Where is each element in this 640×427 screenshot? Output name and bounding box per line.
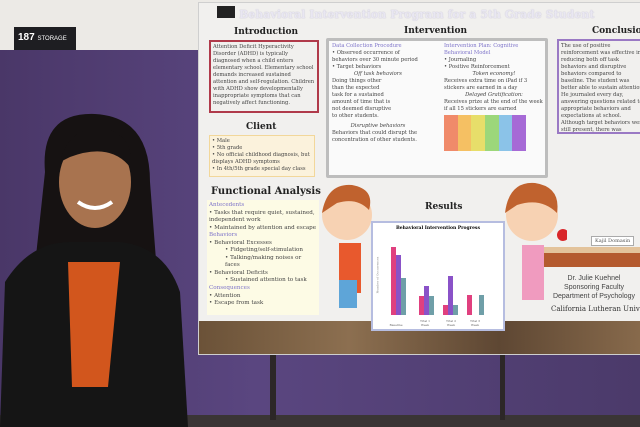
- list-item: 5th grade: [216, 145, 243, 152]
- list-item: Journaling: [448, 57, 477, 64]
- chart-ylabel: Number of Occurrences: [375, 256, 380, 294]
- token-label: Token economy!: [472, 71, 516, 78]
- bar: [419, 296, 424, 315]
- list-item: Behavioral Excesses: [214, 239, 272, 246]
- name-tag: Kajil Domasin: [591, 236, 635, 246]
- desk-top: [544, 247, 640, 253]
- x-tick: Trial 1 Week: [419, 319, 430, 327]
- list-item: No official childhood diagnosis, but dis…: [212, 152, 310, 166]
- credit-line: Department of Psychology: [552, 293, 636, 301]
- disruptive-text: Behaviors that could disrupt the concent…: [332, 130, 418, 144]
- list-item: Sustained attention to task: [230, 277, 307, 284]
- introduction-text: Attention Deficit Hyperactivity Disorder…: [209, 40, 319, 113]
- x-tick: Trial 2 Week: [445, 319, 456, 327]
- bar: [467, 295, 472, 315]
- bar: [443, 305, 448, 315]
- bar: [424, 286, 429, 315]
- results-heading: Results: [425, 202, 463, 212]
- antecedents-label: Antecedents: [209, 202, 245, 208]
- sticker-chart: [444, 115, 527, 152]
- list-item: Tasks that require quiet, sustained, ind…: [209, 209, 315, 224]
- list-item: Attention: [214, 292, 241, 299]
- university-logo: [217, 6, 235, 18]
- bar: [479, 295, 484, 315]
- bar: [396, 255, 401, 315]
- list-item: Behavioral Deficits: [214, 269, 268, 276]
- client-list: • Male • 5th grade • No official childho…: [209, 135, 315, 177]
- disruptive-label: Disruptive behaviors: [350, 123, 406, 130]
- list-item: Male: [216, 138, 230, 144]
- off-task-label: Off task behaviors: [354, 71, 402, 78]
- results-chart: Behavioral Intervention Progress Number …: [371, 221, 505, 331]
- x-tick: Baseline: [389, 323, 403, 327]
- intervention-panel: Data Collection Procedure • Observed occ…: [326, 38, 548, 178]
- introduction-heading: Introduction: [234, 27, 299, 37]
- delayed-text: Receives prize at the end of the week if…: [444, 99, 543, 113]
- behaviors-label: Behaviors: [209, 232, 238, 239]
- data-collection-label: Data Collection Procedure: [332, 43, 402, 49]
- off-task-text: Doing things other than the expected tas…: [332, 78, 392, 120]
- delayed-label: Delayed Gratification:: [465, 92, 523, 99]
- bar: [448, 276, 453, 315]
- room-sign: 187 STORAGE: [14, 27, 76, 50]
- easel-leg: [270, 350, 276, 420]
- list-item: Observed occurrence of behaviors over 30…: [332, 50, 418, 64]
- bar: [429, 296, 434, 315]
- list-item: In 4th/5th grade special day class: [216, 166, 306, 173]
- sign-label: STORAGE: [37, 36, 67, 42]
- university-name: California Lutheran University: [551, 305, 640, 313]
- credit-line: Sponsoring Faculty: [564, 284, 624, 292]
- presenter-person: [0, 113, 188, 427]
- list-item: Positive Reinforcement: [448, 64, 510, 71]
- token-text: Receives extra time on iPad if 3 sticker…: [444, 78, 528, 92]
- credits: Dr. Julie Kuehnel Sponsoring Faculty Depar…: [549, 273, 639, 303]
- list-item: Target behaviors: [336, 64, 382, 71]
- cartoon-girl: [505, 182, 567, 300]
- conclusion-text: The use of positive reinforcement was ef…: [557, 39, 640, 134]
- bar: [391, 247, 396, 315]
- consequences-label: Consequences: [209, 285, 250, 292]
- credit-line: Dr. Julie Kuehnel: [567, 275, 621, 282]
- list-item: Escape from task: [214, 300, 264, 307]
- poster-title: Behavioral Intervention Program for a 5t…: [239, 8, 595, 21]
- chart-title: Behavioral Intervention Progress: [395, 226, 480, 231]
- list-item: Fidgeting/self-stimulation: [230, 247, 304, 254]
- list-item: Talking/making noises or faces: [225, 254, 302, 269]
- functional-analysis-list: Antecedents • Tasks that require quiet, …: [207, 200, 319, 315]
- list-item: Maintained by attention and escape: [214, 224, 317, 231]
- research-poster: Behavioral Intervention Program for a 5t…: [198, 2, 640, 355]
- plan-label: Intervention Plan: Cognitive Behavioral …: [444, 43, 519, 57]
- conclusion-heading: Conclusion: [592, 26, 640, 36]
- functional-analysis-heading: Functional Analysis: [211, 186, 321, 197]
- intervention-heading: Intervention: [404, 26, 467, 36]
- easel-leg: [500, 350, 505, 420]
- sign-number: 187: [18, 32, 35, 43]
- x-tick: Trial 3 Week: [469, 319, 480, 327]
- client-heading: Client: [246, 122, 277, 132]
- bar: [401, 278, 406, 315]
- bar: [453, 305, 458, 315]
- cartoon-boy: [322, 184, 372, 308]
- desk: [544, 253, 640, 267]
